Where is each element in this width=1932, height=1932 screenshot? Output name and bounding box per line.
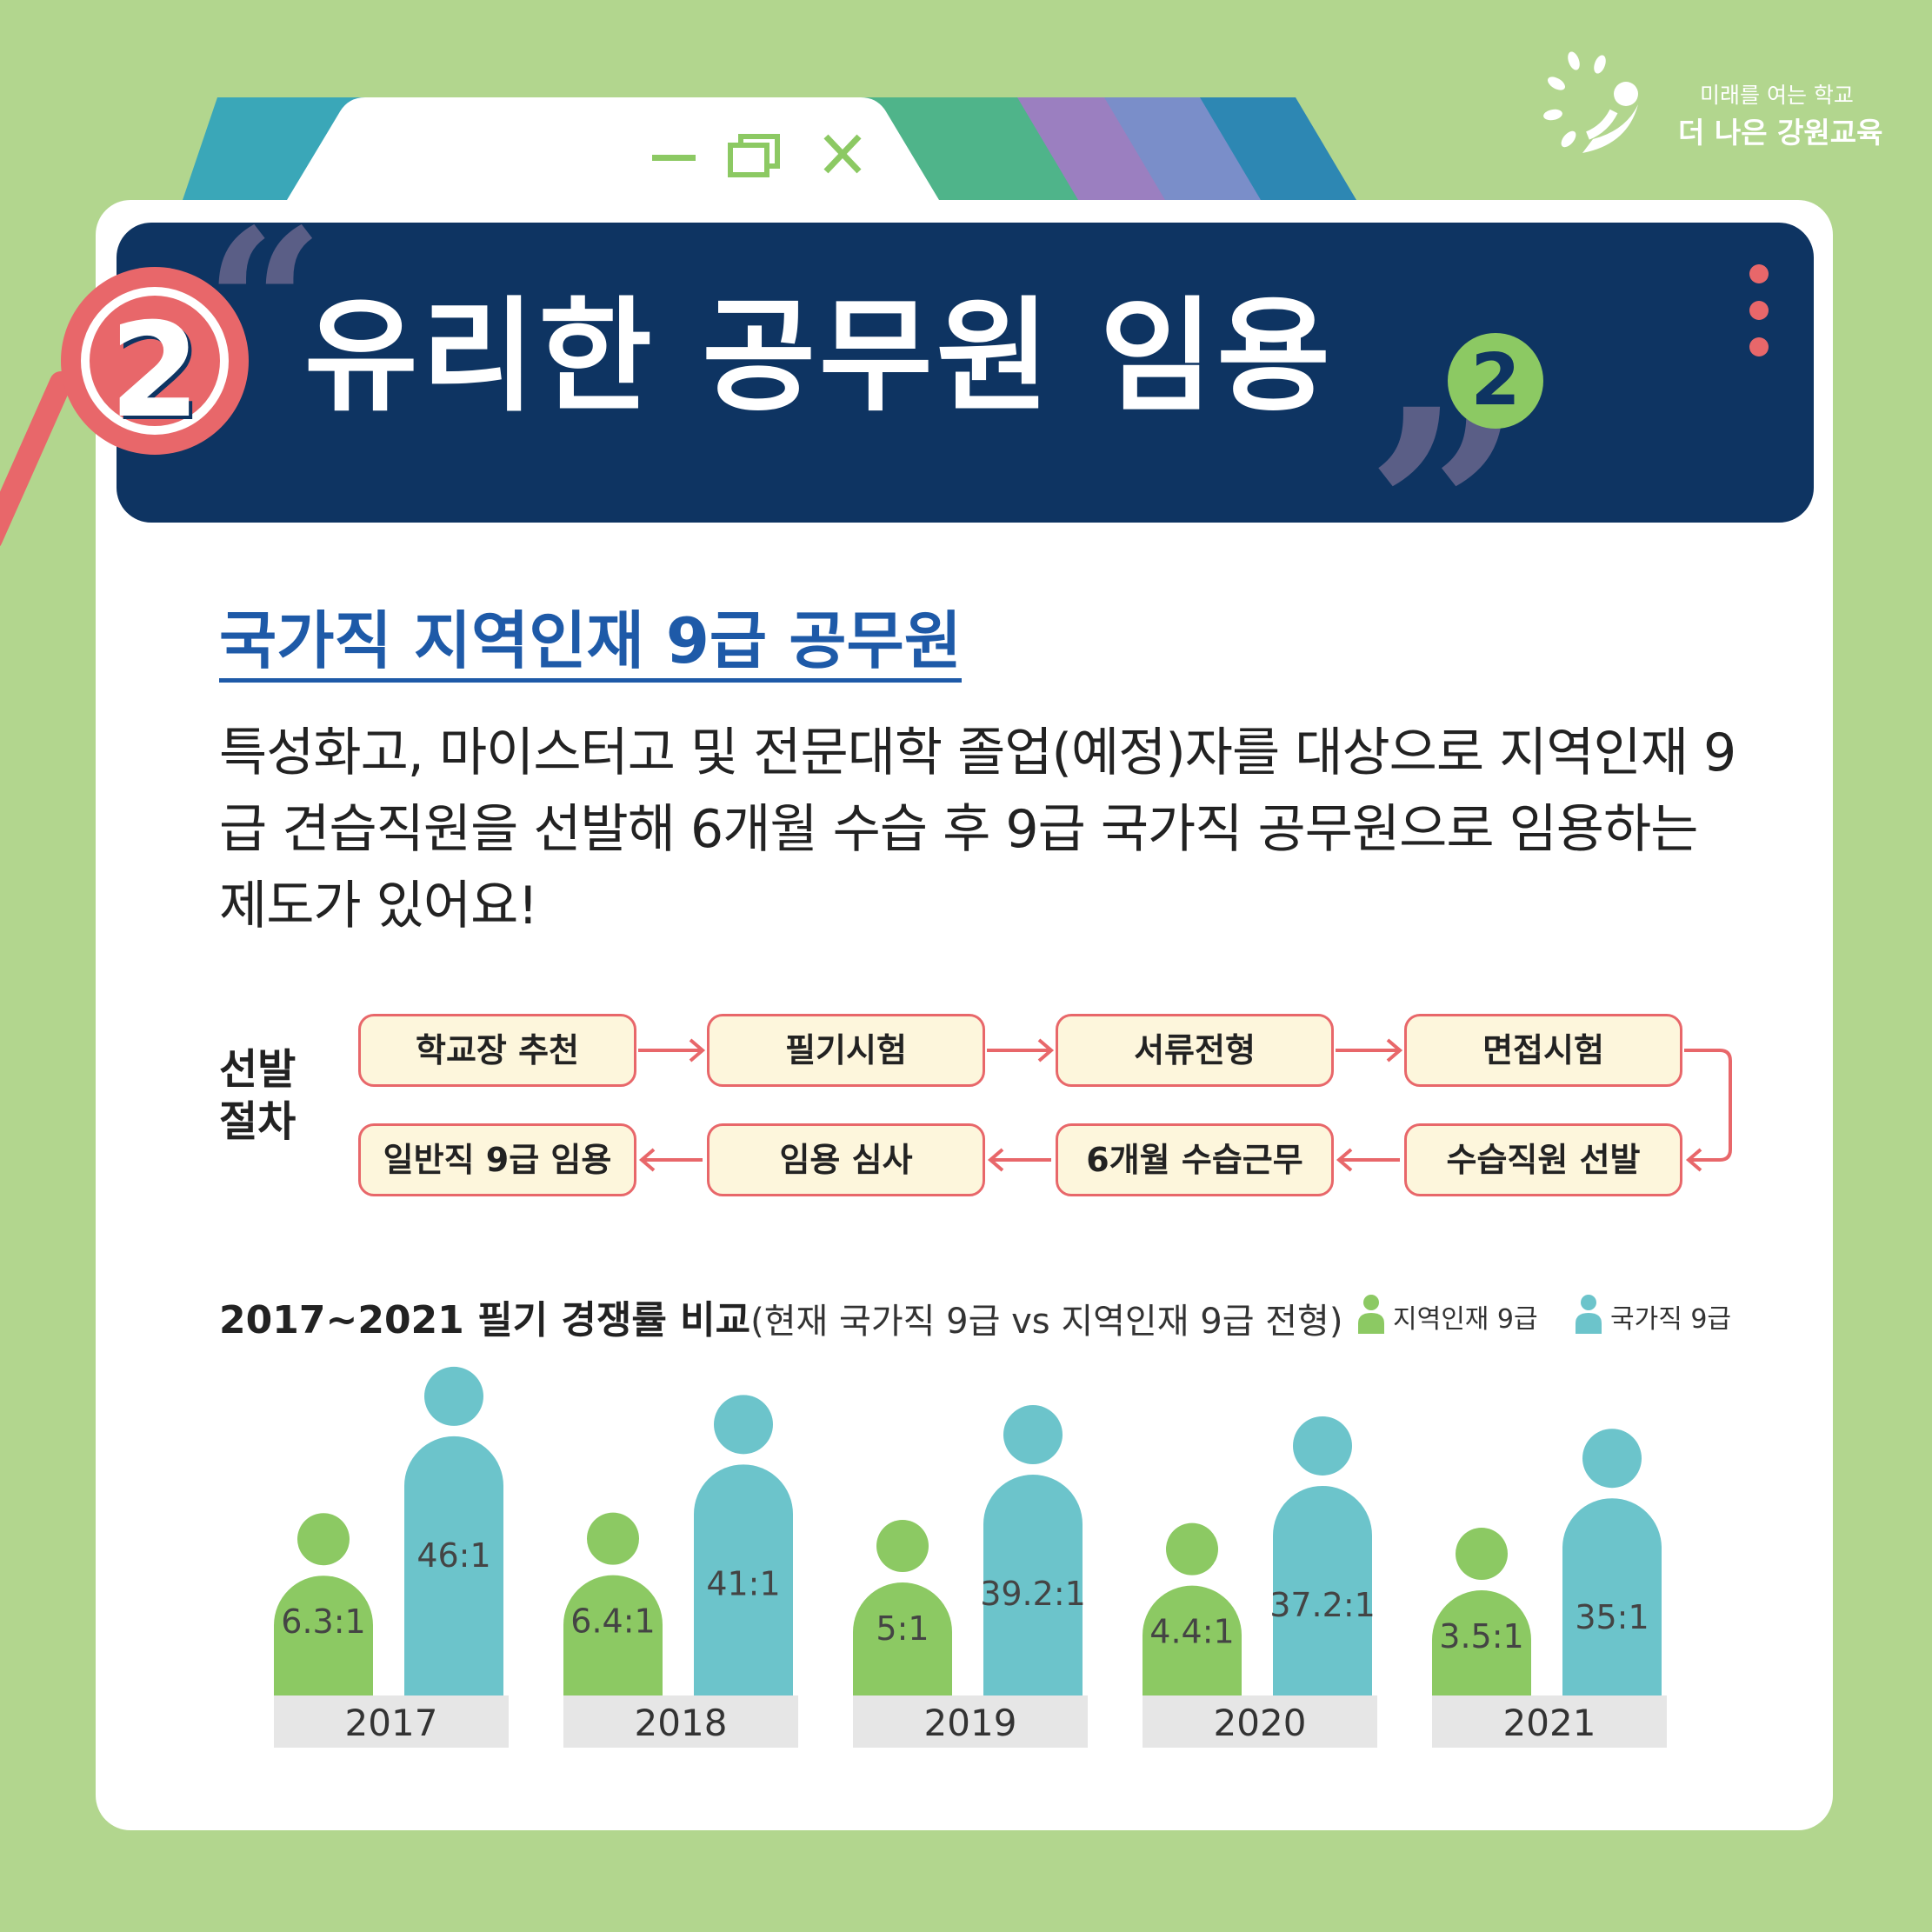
step-grade9-appointment: 일반직 9급 임용 (358, 1123, 636, 1196)
logo-title: 더 나은 강원교육 (1678, 116, 1883, 150)
close-icon (823, 134, 862, 174)
bar-person-body (274, 1576, 373, 1695)
logo-emblem-icon (1543, 51, 1638, 153)
year-band (1432, 1695, 1667, 1748)
data-label: 6.4:1 (570, 1602, 655, 1641)
logo: 미래를 여는 학교 더 나은 강원교육 (1530, 42, 1895, 172)
year-band (853, 1695, 1088, 1748)
window-controls (652, 134, 862, 177)
section-heading: 국가직 지역인재 9급 공무원 (219, 608, 962, 683)
browser-tab-strip (183, 97, 1356, 200)
legend-label: 지역인재 9급 (1393, 1304, 1538, 1335)
step-trainee-selection: 수습직원 선발 (1404, 1123, 1682, 1196)
bar-person-body (1432, 1590, 1531, 1695)
year-band (563, 1695, 798, 1748)
bar-person-body (1143, 1585, 1242, 1695)
bar-person-head (424, 1366, 483, 1426)
bar-person-body (983, 1474, 1083, 1695)
bar-person-body (563, 1575, 663, 1695)
bar-person-head (1456, 1528, 1508, 1580)
data-label: 3.5:1 (1439, 1617, 1523, 1656)
step-school-recommendation: 학교장 추천 (358, 1014, 636, 1087)
bar-person-body (1562, 1498, 1662, 1695)
step-appointment-review: 임용 심사 (707, 1123, 985, 1196)
logo-subtitle: 미래를 여는 학교 (1700, 83, 1854, 108)
data-label: 5:1 (876, 1609, 929, 1648)
page-title: 유리한 공무원 임용 (304, 285, 1334, 429)
section-number: 2 (109, 296, 201, 447)
process-label: 선발 절차 (219, 1045, 296, 1146)
data-label: 37.2:1 (1269, 1586, 1376, 1624)
step-written-exam: 필기시험 (707, 1014, 985, 1087)
bar-person-head (587, 1512, 639, 1565)
year-band (274, 1695, 509, 1748)
chart-title: 2017~2021 필기 경쟁률 비교 (219, 1298, 751, 1342)
bar-person-head (1166, 1522, 1218, 1576)
bar-person-body (853, 1582, 952, 1695)
restore-icon (728, 134, 780, 177)
bar-person-body (1273, 1485, 1372, 1695)
data-label: 6.3:1 (281, 1602, 365, 1641)
bar-person-body (404, 1436, 503, 1695)
year-band (1143, 1695, 1377, 1748)
x-tick-label: 2019 (924, 1702, 1017, 1744)
data-label: 35:1 (1575, 1598, 1649, 1636)
step-probation: 6개월 수습근무 (1056, 1123, 1334, 1196)
bar-person-head (1582, 1429, 1642, 1489)
data-label: 4.4:1 (1149, 1613, 1234, 1651)
chart-subtitle: (현재 국가직 9급 vs 지역인재 9급 전형) (750, 1302, 1343, 1342)
bar-person-head (1003, 1404, 1063, 1464)
x-tick-label: 2020 (1214, 1702, 1307, 1744)
bar-person-head (1293, 1416, 1352, 1476)
legend-label: 국가직 9급 (1610, 1304, 1732, 1335)
step-interview: 면접시험 (1404, 1014, 1682, 1087)
description-paragraph: 특성화고, 마이스터고 및 전문대학 졸업(예정)자를 대상으로 지역인재 9급… (219, 723, 1736, 936)
bar-person-head (297, 1513, 350, 1566)
magnifier-icon (0, 267, 249, 547)
x-tick-label: 2017 (345, 1702, 438, 1744)
x-tick-label: 2021 (1503, 1702, 1596, 1744)
chart-title-row: 2017~2021 필기 경쟁률 비교(현재 국가직 9급 vs 지역인재 9급… (219, 1289, 1342, 1344)
bar-person-body (694, 1464, 793, 1695)
step-document-screening: 서류전형 (1056, 1014, 1334, 1087)
data-label: 46:1 (416, 1536, 490, 1575)
more-dots-icon (1749, 264, 1769, 356)
chart-legend: 지역인재 9급 국가직 9급 (1356, 1287, 1748, 1339)
data-label: 39.2:1 (980, 1575, 1086, 1613)
person-icon (1358, 1295, 1384, 1334)
person-icon (1576, 1295, 1602, 1334)
bar-person-head (714, 1395, 773, 1455)
minimize-icon (652, 155, 696, 161)
data-label: 41:1 (706, 1564, 780, 1602)
part-number-badge: 2 (1448, 333, 1543, 429)
bar-person-head (876, 1520, 929, 1572)
x-tick-label: 2018 (635, 1702, 728, 1744)
